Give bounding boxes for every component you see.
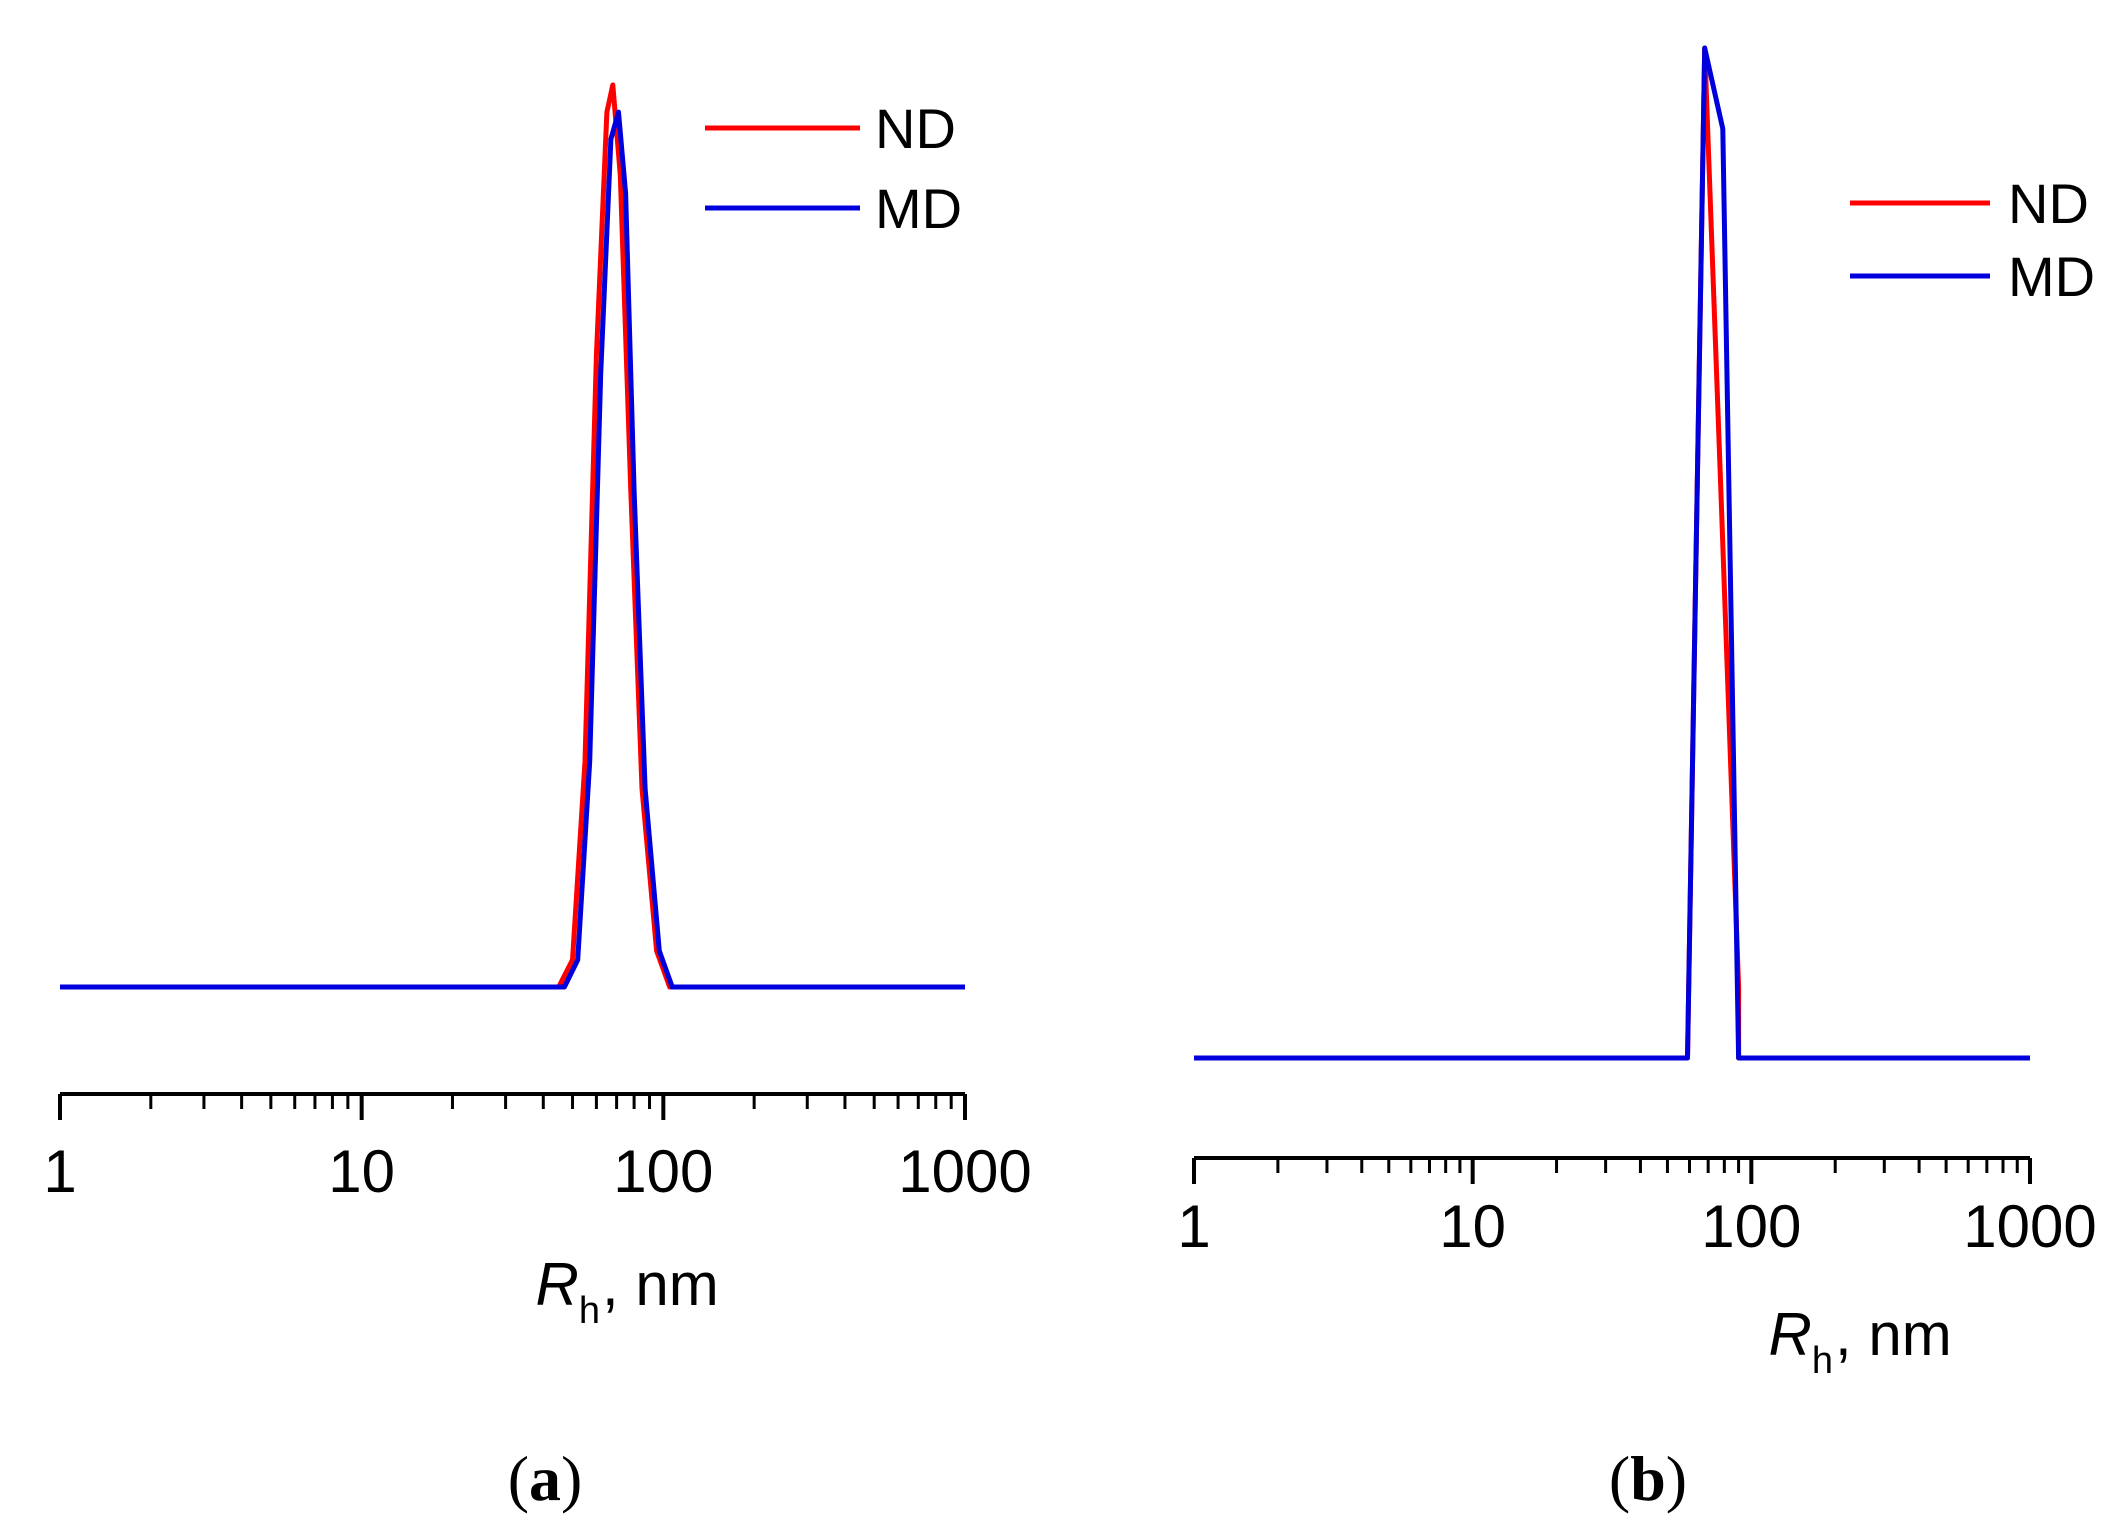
x-tick-label: 1000 (1963, 1193, 2096, 1260)
series-line-md (60, 109, 965, 990)
legend-label-md: MD (2008, 245, 2095, 308)
x-tick-label: 10 (1439, 1193, 1506, 1260)
x-tick-label: 100 (613, 1138, 713, 1205)
legend-label-nd: ND (875, 97, 956, 160)
x-tick-label: 10 (328, 1138, 395, 1205)
series-line-nd (1194, 45, 2030, 1061)
chart-panel-b: 1 10 100 1000 Rh, nm ND MD (b) (1177, 45, 2097, 1514)
x-axis-title-unit: , nm (602, 1251, 719, 1318)
panel-label: (b) (1609, 1443, 1687, 1514)
legend-label-nd: ND (2008, 172, 2089, 235)
x-tick-label: 100 (1701, 1193, 1801, 1260)
x-tick-label: 1 (1177, 1193, 1210, 1260)
panel-label: (a) (508, 1443, 583, 1514)
legend-label-md: MD (875, 177, 962, 240)
series-line-nd (60, 82, 965, 990)
series-line-md (1194, 45, 2030, 1061)
x-axis-title: Rh (536, 1251, 600, 1332)
x-axis-title-unit: , nm (1835, 1301, 1952, 1368)
x-axis-title: Rh (1769, 1301, 1833, 1382)
chart-panel-a: 1 10 100 1000 Rh, nm ND MD (a) (43, 82, 1032, 1514)
x-tick-label: 1000 (898, 1138, 1031, 1205)
x-tick-label: 1 (43, 1138, 76, 1205)
